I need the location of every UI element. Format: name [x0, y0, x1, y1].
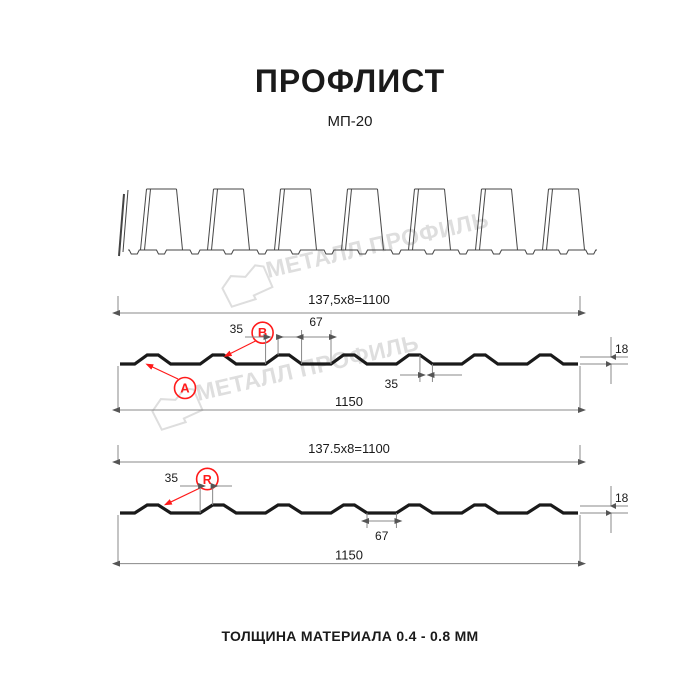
svg-text:18: 18 [615, 491, 629, 505]
svg-text:R: R [203, 473, 212, 487]
svg-text:1150: 1150 [335, 548, 363, 563]
svg-text:67: 67 [375, 529, 389, 543]
svg-text:137.5x8=1100: 137.5x8=1100 [308, 441, 390, 456]
svg-text:35: 35 [165, 471, 179, 485]
